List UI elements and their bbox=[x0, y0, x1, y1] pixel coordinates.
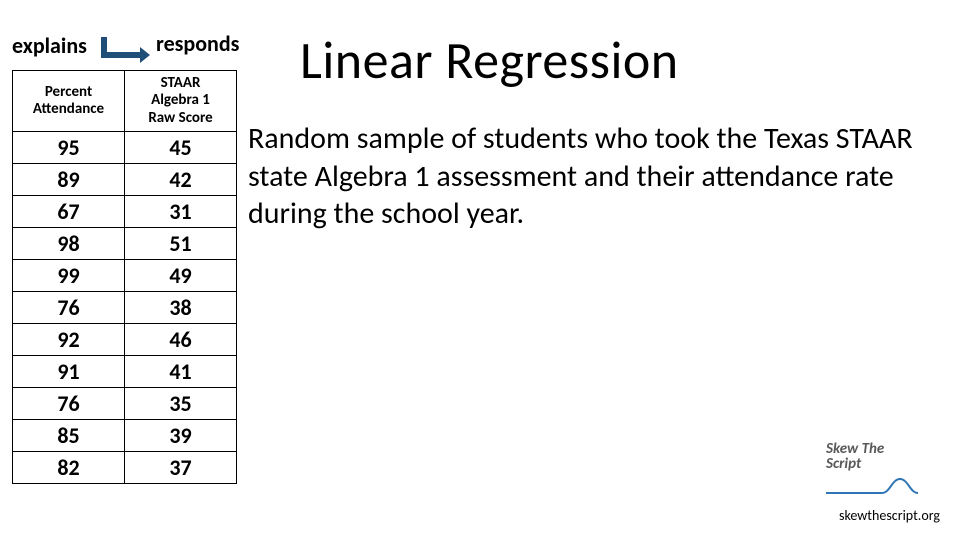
logo-curve-icon bbox=[826, 475, 936, 502]
cell-score: 39 bbox=[125, 419, 237, 451]
col-header-score-l2: Algebra 1 bbox=[151, 91, 210, 109]
cell-score: 42 bbox=[125, 163, 237, 195]
cell-score: 46 bbox=[125, 323, 237, 355]
footer-url: skewthescript.org bbox=[839, 507, 940, 524]
table-row: 7635 bbox=[13, 387, 237, 419]
explains-label: explains bbox=[12, 32, 87, 59]
cell-attendance: 91 bbox=[13, 355, 125, 387]
table-row: 7638 bbox=[13, 291, 237, 323]
arrow-bracket-icon bbox=[98, 35, 152, 69]
table-row: 8539 bbox=[13, 419, 237, 451]
table-row: 9545 bbox=[13, 131, 237, 163]
col-header-score-l3: Raw Score bbox=[148, 109, 212, 127]
cell-attendance: 85 bbox=[13, 419, 125, 451]
table-row: 6731 bbox=[13, 195, 237, 227]
cell-attendance: 67 bbox=[13, 195, 125, 227]
logo: Skew The Script bbox=[826, 442, 936, 503]
logo-line2: Script bbox=[826, 457, 936, 473]
arrow-path bbox=[104, 37, 146, 55]
arrow-head bbox=[140, 47, 150, 63]
cell-attendance: 82 bbox=[13, 451, 125, 483]
cell-score: 41 bbox=[125, 355, 237, 387]
cell-attendance: 76 bbox=[13, 387, 125, 419]
cell-attendance: 92 bbox=[13, 323, 125, 355]
table-header-row: Percent Attendance STAAR Algebra 1 Raw S… bbox=[13, 71, 237, 132]
cell-attendance: 98 bbox=[13, 227, 125, 259]
responds-label: responds bbox=[156, 30, 239, 57]
col-header-attendance-l1: Percent bbox=[45, 83, 92, 101]
cell-score: 38 bbox=[125, 291, 237, 323]
cell-attendance: 89 bbox=[13, 163, 125, 195]
cell-score: 45 bbox=[125, 131, 237, 163]
cell-score: 31 bbox=[125, 195, 237, 227]
cell-score: 51 bbox=[125, 227, 237, 259]
cell-attendance: 76 bbox=[13, 291, 125, 323]
table-row: 8237 bbox=[13, 451, 237, 483]
col-header-attendance: Percent Attendance bbox=[13, 71, 125, 132]
table-row: 9246 bbox=[13, 323, 237, 355]
table-row: 9141 bbox=[13, 355, 237, 387]
data-table: Percent Attendance STAAR Algebra 1 Raw S… bbox=[12, 70, 237, 484]
col-header-attendance-l2: Attendance bbox=[33, 100, 104, 118]
page-title: Linear Regression bbox=[300, 28, 679, 92]
table-row: 9949 bbox=[13, 259, 237, 291]
cell-attendance: 95 bbox=[13, 131, 125, 163]
col-header-score-l1: STAAR bbox=[161, 74, 201, 92]
cell-score: 35 bbox=[125, 387, 237, 419]
table-row: 8942 bbox=[13, 163, 237, 195]
cell-attendance: 99 bbox=[13, 259, 125, 291]
body-paragraph: Random sample of students who took the T… bbox=[248, 120, 924, 233]
cell-score: 37 bbox=[125, 451, 237, 483]
table-body: 9545894267319851994976389246914176358539… bbox=[13, 131, 237, 483]
col-header-score: STAAR Algebra 1 Raw Score bbox=[125, 71, 237, 132]
table-row: 9851 bbox=[13, 227, 237, 259]
cell-score: 49 bbox=[125, 259, 237, 291]
